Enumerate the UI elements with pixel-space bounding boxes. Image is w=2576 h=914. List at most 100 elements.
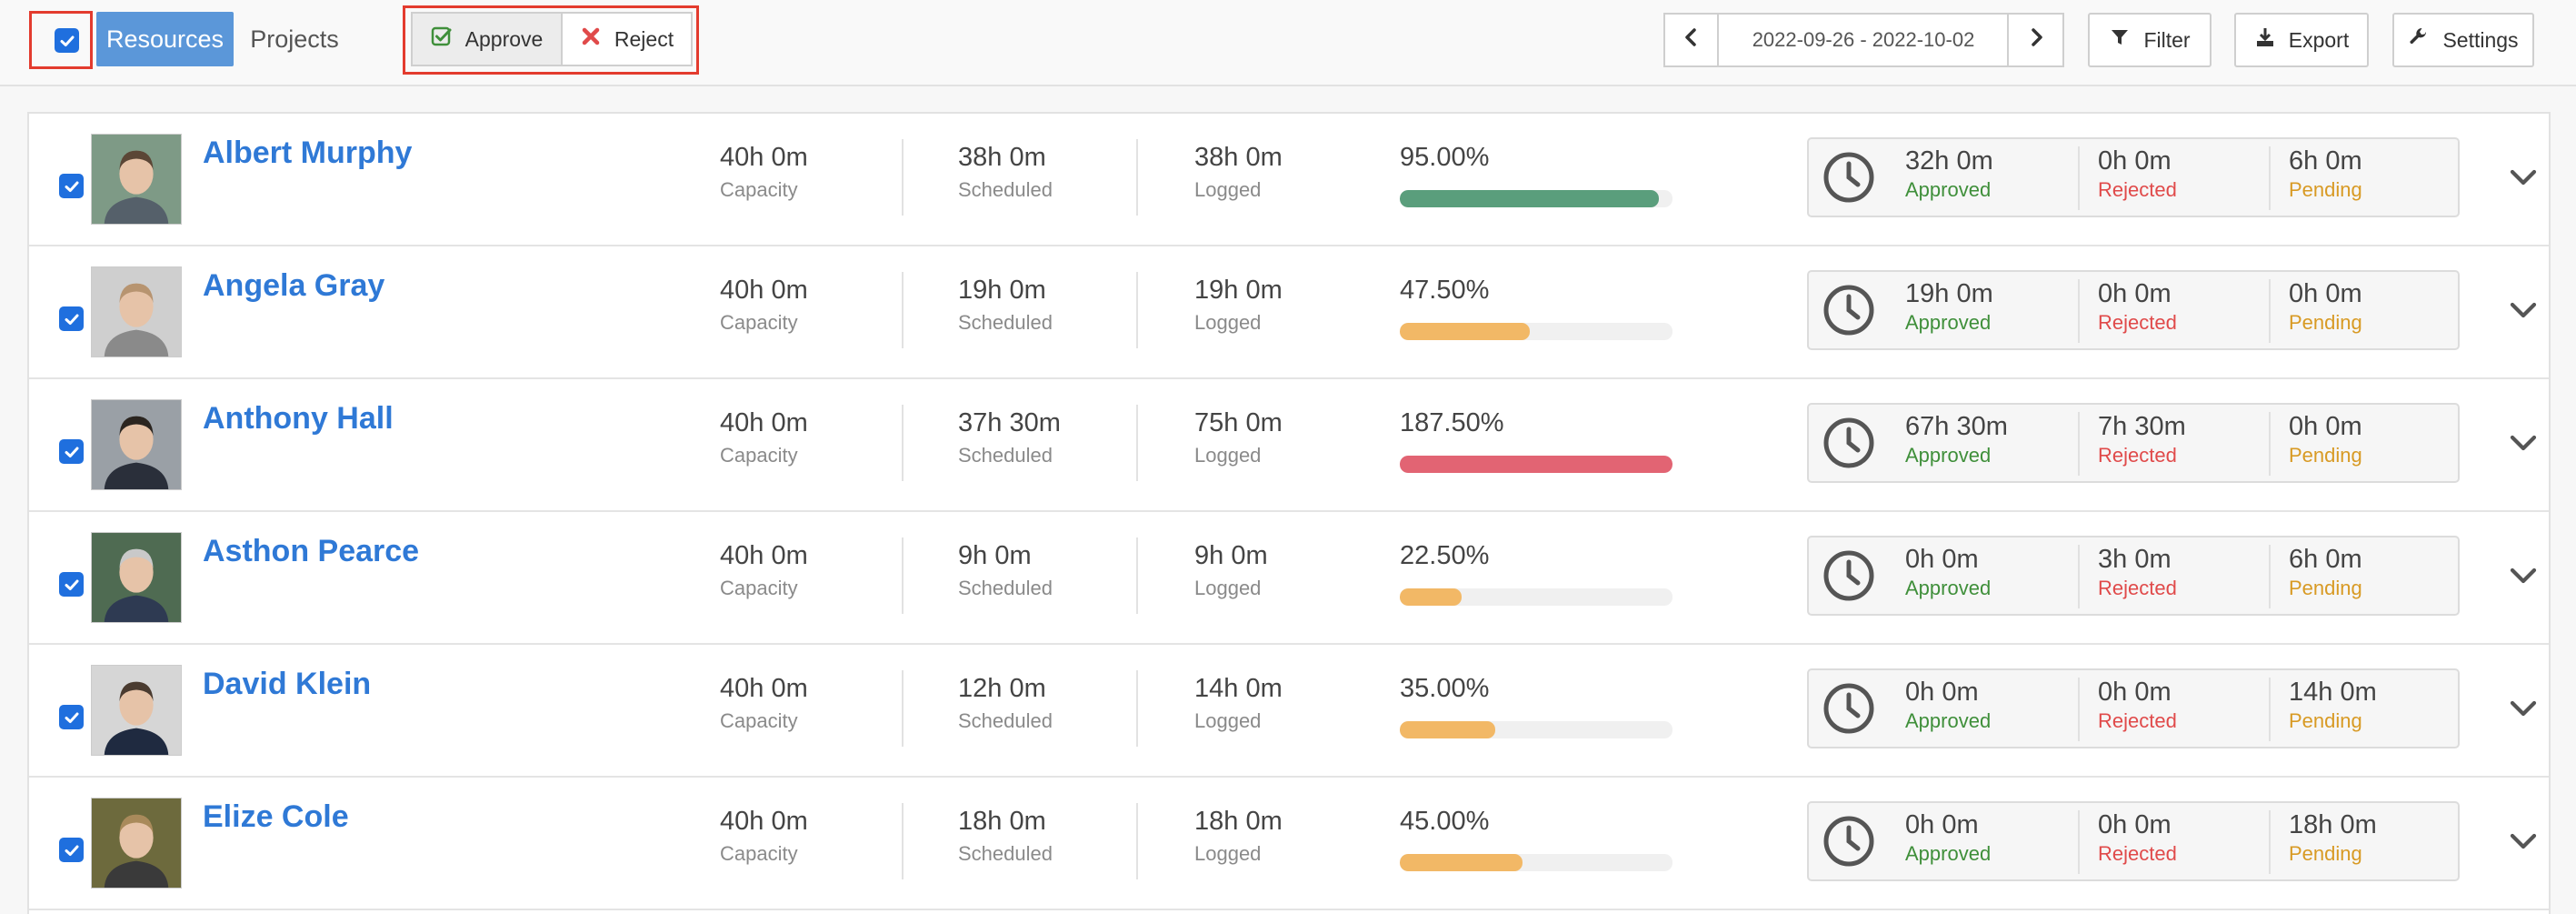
divider: [902, 139, 904, 216]
clock-icon: [1823, 816, 1874, 867]
pending-label: Pending: [2289, 577, 2362, 599]
chevron-down-icon[interactable]: [2507, 427, 2540, 459]
logged-label: Logged: [1194, 178, 1262, 201]
row-checkbox[interactable]: [59, 705, 84, 729]
scheduled-value: 38h 0m: [958, 143, 1046, 172]
logged-value: 75h 0m: [1194, 408, 1283, 437]
chevron-down-icon[interactable]: [2507, 294, 2540, 326]
tab-projects[interactable]: Projects: [250, 25, 339, 53]
timesheet-summary: 67h 30m Approved 7h 30m Rejected 0h 0m P…: [1807, 403, 2460, 483]
rejected-label: Rejected: [2098, 577, 2177, 599]
export-icon: [2254, 26, 2276, 54]
tab-resources[interactable]: Resources: [96, 12, 234, 66]
divider: [2269, 810, 2271, 874]
capacity-value: 40h 0m: [720, 143, 808, 172]
avatar: [91, 134, 182, 225]
export-button[interactable]: Export: [2234, 13, 2369, 67]
prev-week-button[interactable]: [1663, 13, 1720, 67]
divider: [902, 405, 904, 481]
approve-label: Approve: [464, 26, 544, 51]
divider: [2269, 279, 2271, 343]
approve-reject-highlight: [403, 5, 699, 75]
resource-list: Albert Murphy 40h 0m Capacity 38h 0m Sch…: [27, 112, 2551, 914]
settings-label: Settings: [2442, 27, 2519, 52]
resource-name-link[interactable]: Anthony Hall: [203, 401, 394, 436]
pending-value: 0h 0m: [2289, 412, 2362, 441]
scheduled-value: 37h 30m: [958, 408, 1061, 437]
chevron-down-icon[interactable]: [2507, 161, 2540, 194]
logged-label: Logged: [1194, 842, 1262, 865]
resource-row: Angela Gray 40h 0m Capacity 19h 0m Sched…: [29, 246, 2549, 379]
logged-label: Logged: [1194, 709, 1262, 732]
clock-icon: [1823, 285, 1874, 336]
timesheet-summary: 32h 0m Approved 0h 0m Rejected 6h 0m Pen…: [1807, 137, 2460, 217]
resource-row: Anthony Hall 40h 0m Capacity 37h 30m Sch…: [29, 379, 2549, 512]
capacity-metric: 40h 0m Capacity: [720, 674, 808, 733]
logged-metric: 75h 0m Logged: [1194, 408, 1283, 467]
chevron-left-icon: [1681, 26, 1702, 54]
approve-button[interactable]: Approve: [411, 12, 563, 66]
select-all-highlight: [29, 11, 93, 69]
divider: [1136, 670, 1138, 747]
row-checkbox[interactable]: [59, 174, 84, 198]
reject-button[interactable]: Reject: [561, 12, 693, 66]
resource-name-link[interactable]: Albert Murphy: [203, 136, 413, 170]
rejected-value: 0h 0m: [2098, 810, 2172, 839]
capacity-metric: 40h 0m Capacity: [720, 276, 808, 335]
utilization-percent: 35.00%: [1400, 674, 1490, 703]
resource-name-link[interactable]: Elize Cole: [203, 799, 349, 834]
utilization-percent: 22.50%: [1400, 541, 1490, 570]
approved-col: 19h 0m Approved: [1905, 279, 1993, 335]
capacity-metric: 40h 0m Capacity: [720, 143, 808, 202]
approved-col: 67h 30m Approved: [1905, 412, 2008, 467]
chevron-down-icon[interactable]: [2507, 692, 2540, 725]
divider: [2078, 678, 2080, 741]
pending-label: Pending: [2289, 178, 2362, 201]
approved-label: Approved: [1905, 311, 1992, 334]
rejected-value: 0h 0m: [2098, 146, 2172, 176]
pending-col: 14h 0m Pending: [2289, 678, 2377, 733]
resource-name-link[interactable]: Angela Gray: [203, 268, 385, 303]
approved-label: Approved: [1905, 178, 1992, 201]
logged-metric: 38h 0m Logged: [1194, 143, 1283, 202]
row-checkbox[interactable]: [59, 572, 84, 597]
divider: [2078, 810, 2080, 874]
approved-label: Approved: [1905, 577, 1992, 599]
divider: [2269, 412, 2271, 476]
logged-value: 18h 0m: [1194, 807, 1283, 836]
settings-button[interactable]: Settings: [2392, 13, 2534, 67]
pending-value: 6h 0m: [2289, 545, 2362, 574]
utilization-bar: [1400, 721, 1672, 738]
logged-label: Logged: [1194, 577, 1262, 599]
approved-col: 0h 0m Approved: [1905, 678, 1991, 733]
row-checkbox[interactable]: [59, 439, 84, 464]
utilization-bar: [1400, 323, 1672, 340]
resource-name-link[interactable]: Asthon Pearce: [203, 534, 420, 568]
rejected-label: Rejected: [2098, 842, 2177, 865]
capacity-metric: 40h 0m Capacity: [720, 541, 808, 600]
date-range-field[interactable]: 2022-09-26 - 2022-10-02: [1717, 13, 2010, 67]
row-checkbox[interactable]: [59, 838, 84, 862]
resource-name-link[interactable]: David Klein: [203, 667, 372, 701]
pending-value: 6h 0m: [2289, 146, 2362, 176]
rejected-col: 0h 0m Rejected: [2098, 146, 2177, 202]
filter-button[interactable]: Filter: [2088, 13, 2212, 67]
next-week-button[interactable]: [2007, 13, 2064, 67]
scheduled-metric: 38h 0m Scheduled: [958, 143, 1053, 202]
chevron-down-icon[interactable]: [2507, 559, 2540, 592]
chevron-down-icon[interactable]: [2507, 825, 2540, 858]
utilization-percent: 47.50%: [1400, 276, 1490, 305]
scheduled-value: 12h 0m: [958, 674, 1046, 703]
rejected-col: 0h 0m Rejected: [2098, 678, 2177, 733]
close-icon: [580, 25, 602, 53]
clock-icon: [1823, 417, 1874, 468]
divider: [1136, 537, 1138, 614]
logged-value: 38h 0m: [1194, 143, 1283, 172]
utilization-bar-fill: [1400, 854, 1523, 871]
row-checkbox[interactable]: [59, 306, 84, 331]
capacity-value: 40h 0m: [720, 807, 808, 836]
utilization-bar: [1400, 854, 1672, 871]
check-square-icon: [431, 25, 453, 53]
select-all-checkbox[interactable]: [55, 28, 79, 53]
scheduled-metric: 37h 30m Scheduled: [958, 408, 1061, 467]
